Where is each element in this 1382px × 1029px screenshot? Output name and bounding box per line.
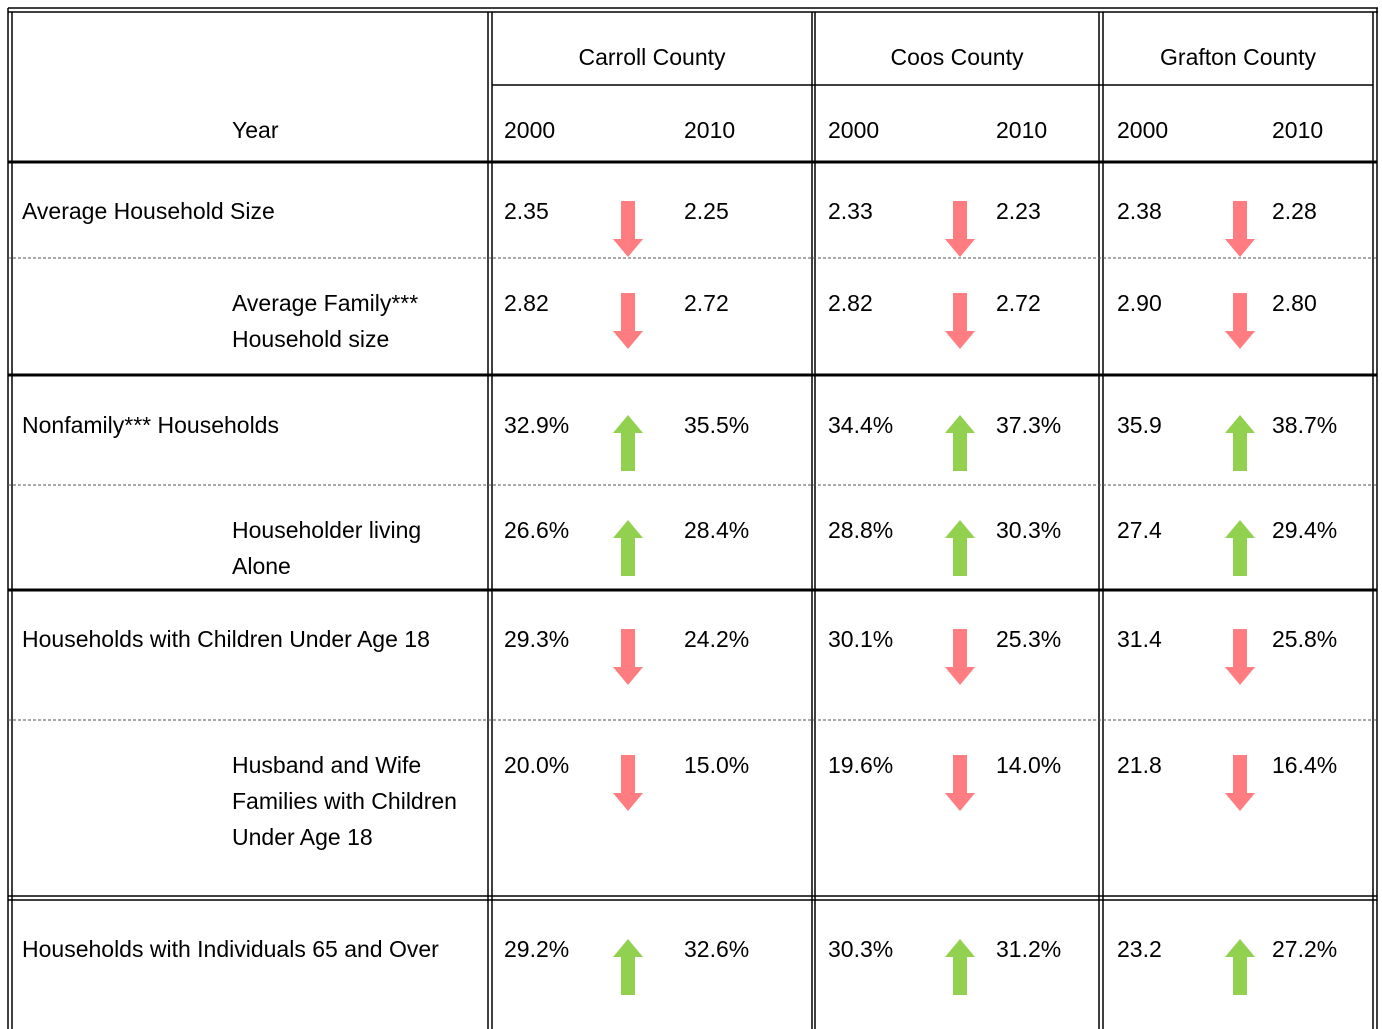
dashed-lines xyxy=(8,257,1377,721)
arrow-down xyxy=(613,629,643,685)
cell-value: 26.6% xyxy=(504,517,570,543)
cell-value: 2.23 xyxy=(996,198,1041,224)
cell-value: 2.25 xyxy=(684,198,729,224)
year-header: 2000 xyxy=(1117,117,1169,143)
cell-value: 16.4% xyxy=(1272,752,1338,778)
cell-value: 2.28 xyxy=(1272,198,1317,224)
arrow-down xyxy=(613,201,643,257)
cell-value: 35.5% xyxy=(684,412,750,438)
cell-value: 32.6% xyxy=(684,936,750,962)
cell-value: 2.82 xyxy=(828,290,873,316)
cell-value: 14.0% xyxy=(996,752,1062,778)
cell-value: 30.3% xyxy=(996,517,1062,543)
arrow-down xyxy=(945,293,975,349)
cell-value: 28.8% xyxy=(828,517,894,543)
row-label: Nonfamily*** Households xyxy=(22,412,279,438)
arrow-up xyxy=(945,415,975,471)
cell-value: 2.38 xyxy=(1117,198,1162,224)
cell-value: 15.0% xyxy=(684,752,750,778)
cell-value: 2.72 xyxy=(684,290,729,316)
arrow-down xyxy=(1225,201,1255,257)
county-header: Grafton County xyxy=(1160,44,1316,70)
cell-value: 2.35 xyxy=(504,198,549,224)
arrow-up xyxy=(613,520,643,576)
arrow-down xyxy=(1225,629,1255,685)
row-label: Households with Children Under Age 18 xyxy=(22,626,430,652)
arrow-down xyxy=(1225,755,1255,811)
arrow-up xyxy=(1225,415,1255,471)
cell-value: 27.2% xyxy=(1272,936,1338,962)
row-sublabel: Average Family*** Household size xyxy=(232,290,419,352)
row-sublabel: Householder living Alone xyxy=(232,517,422,579)
row-label: Households with Individuals 65 and Over xyxy=(22,936,439,962)
arrow-up xyxy=(945,520,975,576)
cell-value: 29.2% xyxy=(504,936,570,962)
cell-value: 2.90 xyxy=(1117,290,1162,316)
cell-value: 21.8 xyxy=(1117,752,1162,778)
cell-value: 20.0% xyxy=(504,752,570,778)
row-sublabel: Husband and Wife Families with Children … xyxy=(232,752,457,850)
cell-value: 30.1% xyxy=(828,626,894,652)
cell-value: 23.2 xyxy=(1117,936,1162,962)
county-header: Coos County xyxy=(890,44,1024,70)
year-header: 2010 xyxy=(996,117,1048,143)
arrow-down xyxy=(1225,293,1255,349)
corner-label: Year xyxy=(232,117,279,143)
cell-value: 25.8% xyxy=(1272,626,1338,652)
cell-value: 38.7% xyxy=(1272,412,1338,438)
cell-value: 24.2% xyxy=(684,626,750,652)
county-header: Carroll County xyxy=(578,44,726,70)
arrow-down xyxy=(945,755,975,811)
cell-value: 29.4% xyxy=(1272,517,1338,543)
cell-value: 32.9% xyxy=(504,412,570,438)
arrow-up xyxy=(945,939,975,995)
cell-value: 37.3% xyxy=(996,412,1062,438)
cell-value: 2.80 xyxy=(1272,290,1317,316)
grid-lines xyxy=(7,7,1378,1029)
arrow-down xyxy=(613,293,643,349)
year-header: 2000 xyxy=(828,117,880,143)
cell-value: 31.4 xyxy=(1117,626,1162,652)
cell-value: 28.4% xyxy=(684,517,750,543)
cell-value: 34.4% xyxy=(828,412,894,438)
arrow-up xyxy=(1225,939,1255,995)
year-header: 2010 xyxy=(684,117,736,143)
cell-value: 2.82 xyxy=(504,290,549,316)
arrow-up xyxy=(613,939,643,995)
cell-value: 29.3% xyxy=(504,626,570,652)
arrow-down xyxy=(945,201,975,257)
cell-value: 27.4 xyxy=(1117,517,1162,543)
cell-value: 2.72 xyxy=(996,290,1041,316)
cell-value: 25.3% xyxy=(996,626,1062,652)
row-label: Average Household Size xyxy=(22,198,275,224)
cell-value: 30.3% xyxy=(828,936,894,962)
arrow-down xyxy=(945,629,975,685)
arrow-up xyxy=(613,415,643,471)
arrow-up xyxy=(1225,520,1255,576)
cell-value: 35.9 xyxy=(1117,412,1162,438)
cell-value: 31.2% xyxy=(996,936,1062,962)
cell-value: 2.33 xyxy=(828,198,873,224)
arrow-down xyxy=(613,755,643,811)
year-header: 2000 xyxy=(504,117,556,143)
year-header: 2010 xyxy=(1272,117,1324,143)
cell-value: 19.6% xyxy=(828,752,894,778)
